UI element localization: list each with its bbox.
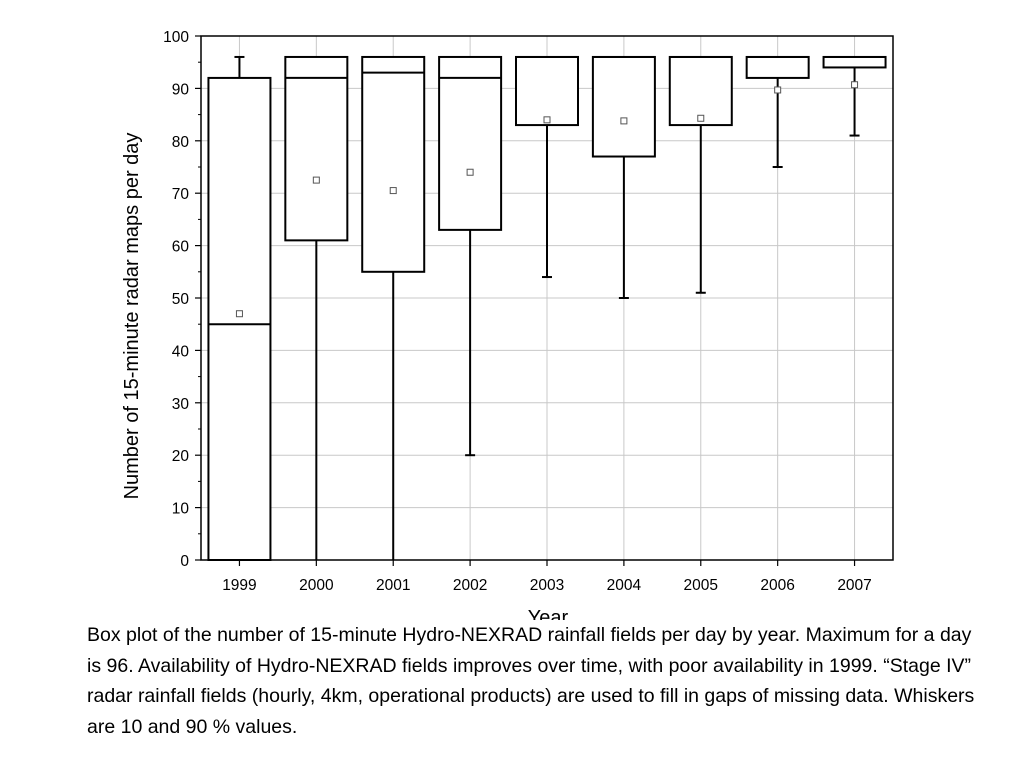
- y-tick-label: 100: [163, 29, 189, 46]
- x-tick-label: 2003: [530, 577, 564, 594]
- figure-caption: Box plot of the number of 15-minute Hydr…: [87, 624, 975, 738]
- x-tick-label: 1999: [222, 577, 256, 594]
- box-body: [438, 55, 503, 231]
- box-plot-chart: 0 10 20 30 40 50 60 70 80 90 100 1999 2000 2001 2002 20…: [121, 29, 894, 620]
- x-tick-label: 2004: [607, 577, 642, 594]
- y-axis-label: Number of 15-minute radar maps per day: [121, 133, 143, 500]
- y-tick-label: 20: [172, 448, 190, 465]
- x-tick-label: 2001: [376, 577, 410, 594]
- mean-marker: [389, 187, 397, 195]
- axis-ticks: 0 10 20 30 40 50 60 70 80 90 100 1999 2000 2001 2002 20…: [163, 29, 872, 594]
- y-tick-label: 40: [172, 343, 190, 360]
- y-tick-label: 50: [172, 291, 190, 308]
- box-body: [284, 55, 349, 242]
- box-body: [361, 55, 426, 273]
- box-2003: [515, 55, 579, 279]
- box-2004: [591, 55, 656, 299]
- box-body: [668, 55, 733, 127]
- y-tick-label: 0: [180, 553, 189, 570]
- y-tick-label: 90: [172, 81, 190, 98]
- box-series: [207, 55, 887, 561]
- y-tick-label: 80: [172, 134, 190, 151]
- mean-marker: [697, 114, 705, 122]
- box-2006: [745, 55, 810, 168]
- mean-marker: [543, 116, 551, 124]
- box-body: [207, 76, 272, 561]
- box-body: [591, 55, 656, 158]
- mean-marker: [466, 168, 474, 176]
- mean-marker: [774, 86, 782, 94]
- mean-marker: [851, 81, 859, 89]
- mean-marker: [235, 310, 243, 318]
- mean-marker: [312, 176, 320, 184]
- y-tick-label: 10: [172, 501, 190, 518]
- x-tick-label: 2006: [760, 577, 794, 594]
- mean-marker: [620, 117, 628, 125]
- box-1999: [207, 55, 272, 561]
- box-body: [515, 55, 579, 127]
- box-2005: [668, 55, 733, 294]
- y-tick-label: 70: [172, 186, 190, 203]
- x-tick-label: 2002: [453, 577, 487, 594]
- box-2000: [284, 55, 349, 560]
- y-tick-label: 60: [172, 239, 190, 256]
- box-2001: [361, 55, 426, 560]
- box-body: [822, 55, 887, 69]
- y-tick-label: 30: [172, 396, 190, 413]
- x-axis-label: Year: [528, 607, 569, 620]
- x-tick-label: 2000: [299, 577, 334, 594]
- x-tick-label: 2007: [837, 577, 871, 594]
- box-body: [745, 55, 810, 79]
- box-2002: [438, 55, 503, 457]
- x-tick-label: 2005: [684, 577, 718, 594]
- box-2007: [822, 55, 887, 137]
